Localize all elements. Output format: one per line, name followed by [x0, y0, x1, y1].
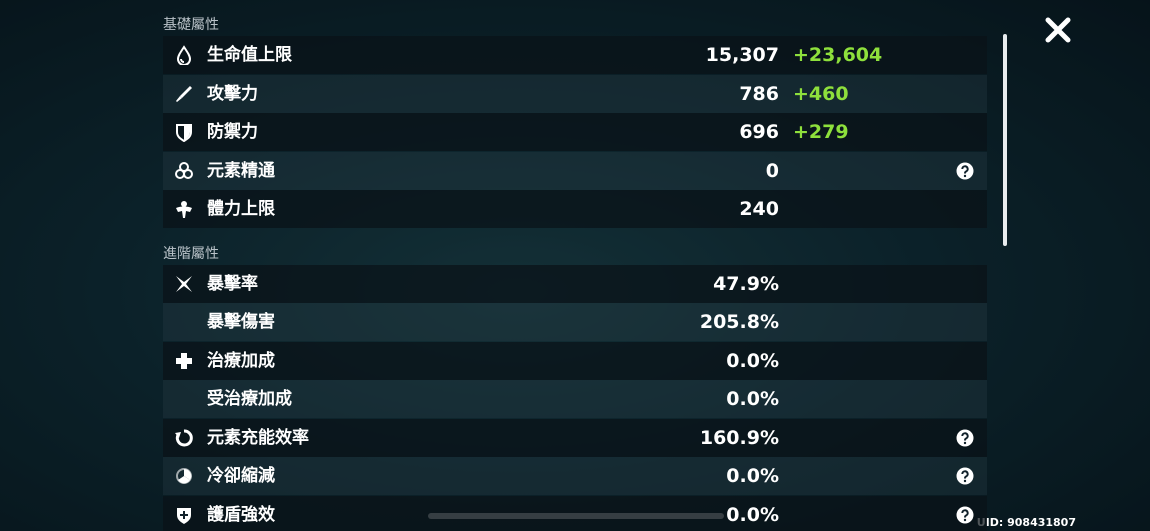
stat-value: 47.9% [713, 272, 779, 295]
stat-label: 護盾強效 [207, 504, 275, 525]
stat-value: 0.0% [726, 388, 779, 410]
stat-icon [176, 275, 192, 292]
stat-icon [176, 45, 192, 65]
help-button[interactable] [956, 429, 974, 447]
section-title: 進階屬性 [163, 245, 219, 262]
stat-value: 786 [739, 82, 779, 105]
stat-value: 205.8% [699, 311, 779, 333]
stat-value: 240 [739, 198, 779, 220]
close-button[interactable] [1045, 17, 1071, 43]
stat-icon [177, 507, 191, 524]
stat-label: 攻擊力 [207, 83, 258, 104]
stat-row: 治療加成 0.0% [163, 341, 987, 380]
stat-bonus: +460 [793, 82, 849, 105]
stat-icon [176, 124, 192, 142]
stat-icon [176, 468, 192, 484]
stat-label: 防禦力 [207, 122, 258, 142]
stat-row: 防禦力 696 +279 [163, 113, 987, 151]
stat-icon [175, 161, 193, 179]
stat-label: 治療加成 [207, 350, 275, 371]
stat-row: 冷卻縮減 0.0% [163, 457, 987, 495]
stat-label: 體力上限 [207, 199, 275, 219]
stat-label: 冷卻縮減 [207, 466, 275, 486]
uid: UID: 908431807 [976, 516, 1076, 529]
stat-label: 受治療加成 [207, 389, 292, 409]
stat-row: 護盾強效 0.0% [163, 495, 987, 531]
section-title: 基礎屬性 [163, 17, 219, 33]
help-button[interactable] [956, 467, 974, 485]
stat-row: 受治療加成 0.0% [163, 380, 987, 418]
stat-row: 元素充能效率 160.9% [163, 418, 987, 457]
stat-value: 0.0% [726, 465, 779, 487]
stat-bonus: +23,604 [793, 44, 883, 66]
stat-row: 生命值上限 15,307 +23,604 [163, 36, 987, 74]
stat-icon [176, 201, 192, 218]
stat-icon [175, 428, 193, 446]
stat-row: 暴擊率 47.9% [163, 264, 987, 303]
stat-value: 160.9% [699, 426, 779, 449]
stat-label: 生命值上限 [207, 45, 292, 65]
help-button[interactable] [956, 162, 974, 180]
stat-value: 15,307 [705, 44, 779, 66]
help-button[interactable] [956, 506, 974, 524]
stat-row: 攻擊力 786 +460 [163, 74, 987, 113]
stat-value: 0 [765, 159, 779, 182]
stat-bonus: +279 [793, 121, 849, 143]
stat-label: 暴擊傷害 [207, 312, 275, 332]
stat-row: 體力上限 240 [163, 190, 987, 228]
stat-row: 元素精通 0 [163, 151, 987, 190]
stat-label: 元素充能效率 [207, 427, 309, 448]
stat-row: 暴擊傷害 205.8% [163, 303, 987, 341]
stat-label: 暴擊率 [207, 273, 258, 294]
stat-label: 元素精通 [207, 160, 275, 181]
stat-icon [176, 85, 192, 102]
stat-value: 696 [739, 121, 779, 143]
stat-value: 0.0% [726, 503, 779, 526]
vertical-scrollbar[interactable] [1001, 30, 1009, 250]
stat-value: 0.0% [726, 349, 779, 372]
stat-icon [176, 352, 192, 369]
